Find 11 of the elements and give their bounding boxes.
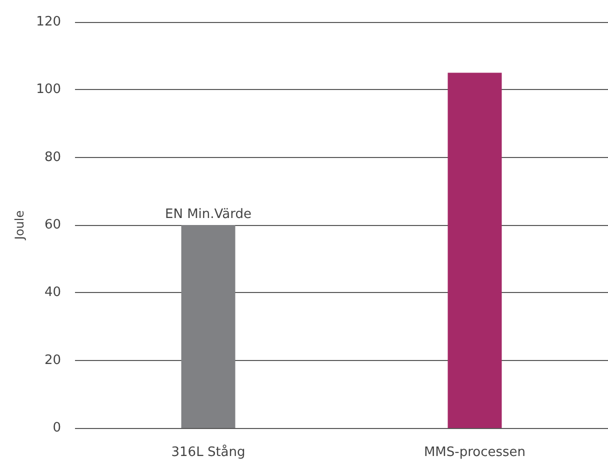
y-tick-label: 60 <box>44 218 61 232</box>
y-tick-label: 40 <box>44 285 61 300</box>
y-tick-label: 120 <box>36 14 61 30</box>
y-axis-title: Joule <box>12 210 26 241</box>
x-tick-label: MMS-processen <box>424 445 526 460</box>
y-tick-label: 0 <box>52 420 61 436</box>
y-tick-label: 80 <box>44 150 61 165</box>
x-tick-label: 316L Stång <box>171 444 246 460</box>
annotation: EN Min.Värde <box>165 207 252 222</box>
y-tick-label: 100 <box>36 82 61 98</box>
y-tick-label: 20 <box>44 352 61 368</box>
